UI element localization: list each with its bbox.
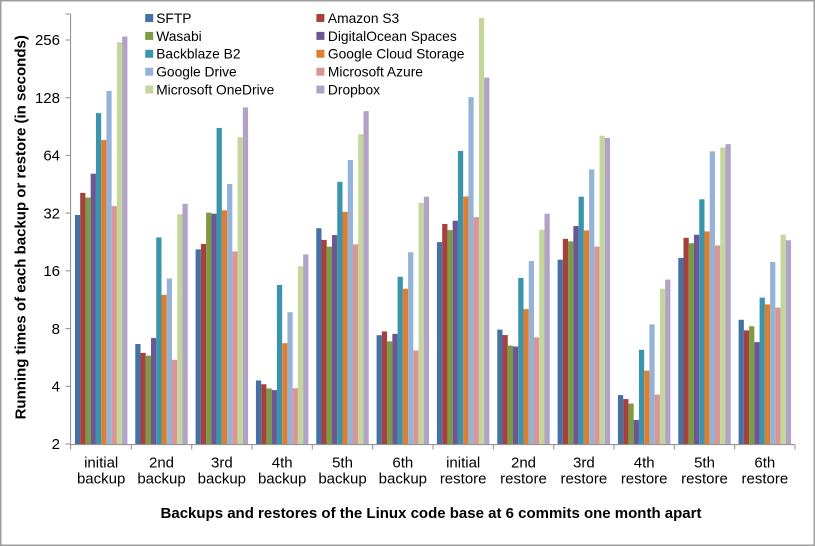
svg-text:DigitalOcean Spaces: DigitalOcean Spaces: [328, 29, 457, 44]
svg-text:restore: restore: [741, 471, 788, 488]
svg-text:4th: 4th: [634, 455, 655, 472]
svg-text:256: 256: [35, 32, 60, 49]
svg-text:6th: 6th: [392, 455, 413, 472]
svg-text:Backblaze B2: Backblaze B2: [156, 47, 240, 62]
svg-text:Dropbox: Dropbox: [328, 82, 380, 97]
svg-text:backup: backup: [198, 471, 246, 488]
svg-text:restore: restore: [560, 471, 607, 488]
svg-text:8: 8: [52, 321, 60, 338]
svg-text:backup: backup: [258, 471, 306, 488]
svg-text:backup: backup: [77, 471, 125, 488]
svg-text:5th: 5th: [694, 455, 715, 472]
svg-text:Wasabi: Wasabi: [156, 29, 202, 44]
svg-text:Google Cloud Storage: Google Cloud Storage: [328, 47, 465, 62]
svg-text:4th: 4th: [272, 455, 293, 472]
svg-text:initial: initial: [84, 455, 118, 472]
svg-text:4: 4: [52, 378, 60, 395]
svg-text:backup: backup: [379, 471, 427, 488]
svg-text:3rd: 3rd: [573, 455, 595, 472]
svg-text:backup: backup: [137, 471, 185, 488]
svg-text:128: 128: [35, 90, 60, 107]
svg-text:32: 32: [43, 205, 60, 222]
svg-text:restore: restore: [440, 471, 487, 488]
svg-text:2: 2: [52, 436, 60, 453]
svg-text:SFTP: SFTP: [156, 11, 191, 26]
svg-text:2nd: 2nd: [149, 455, 174, 472]
svg-text:Running times of each backup o: Running times of each backup or restore …: [12, 35, 29, 419]
svg-text:Backups and restores of the Li: Backups and restores of the Linux code b…: [161, 505, 702, 522]
svg-text:Amazon S3: Amazon S3: [328, 11, 400, 26]
svg-text:64: 64: [43, 148, 60, 165]
svg-text:Google Drive: Google Drive: [156, 65, 237, 80]
svg-text:2nd: 2nd: [511, 455, 536, 472]
svg-text:restore: restore: [681, 471, 728, 488]
svg-text:Microsoft OneDrive: Microsoft OneDrive: [156, 82, 274, 97]
svg-text:3rd: 3rd: [211, 455, 233, 472]
svg-text:restore: restore: [621, 471, 668, 488]
svg-text:backup: backup: [318, 471, 366, 488]
svg-text:5th: 5th: [332, 455, 353, 472]
svg-text:16: 16: [43, 263, 60, 280]
svg-text:6th: 6th: [754, 455, 775, 472]
svg-text:restore: restore: [500, 471, 547, 488]
svg-text:Microsoft Azure: Microsoft Azure: [328, 65, 423, 80]
svg-text:initial: initial: [446, 455, 480, 472]
